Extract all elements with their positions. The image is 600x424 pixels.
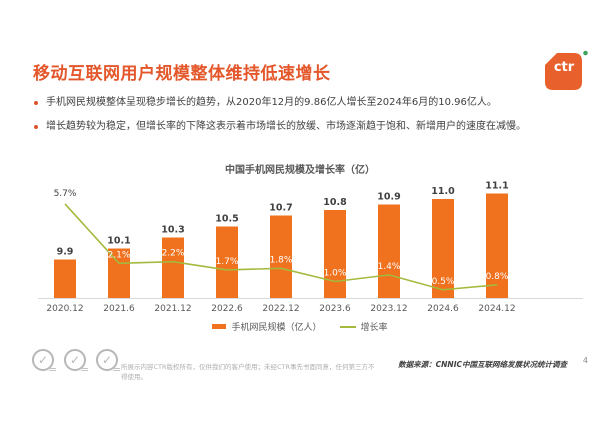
bullet-list: 手机网民规模整体呈现稳步增长的趋势，从2020年12月的9.86亿人增长至202… <box>33 96 578 144</box>
legend-line-swatch-icon <box>339 325 356 328</box>
logo-green-dot-icon <box>583 50 588 56</box>
growth-rate-label: 0.8% <box>486 272 509 282</box>
page-title: 移动互联网用户规模整体维持低速增长 <box>33 64 331 84</box>
ctr-logo-shape <box>545 50 588 90</box>
bar-2023.12 <box>378 204 400 298</box>
bar-value-label: 11.1 <box>485 181 508 192</box>
bar-value-label: 11.0 <box>431 186 455 197</box>
x-axis-label: 2021.6 <box>103 304 135 314</box>
data-source: 数据来源：CNNIC中国互联网络发展状况统计调查 <box>398 360 567 369</box>
bar-line-chart: 9.9 2020.12 10.1 2021.6 10.3 2021.12 10.5 2022.… <box>38 181 583 314</box>
bullet-item: 手机网民规模整体呈现稳步增长的趋势，从2020年12月的9.86亿人增长至202… <box>33 96 578 109</box>
x-axis-label: 2024.6 <box>427 304 459 314</box>
legend-item-line: 增长率 <box>339 320 388 333</box>
certification-stamp-icon: ✓ <box>32 349 56 372</box>
bar-value-label: 10.7 <box>269 203 292 214</box>
bar-2024.12 <box>486 193 508 298</box>
x-axis-label: 2021.12 <box>154 304 191 314</box>
page-number: 4 <box>582 356 588 365</box>
legend-bar-swatch-icon <box>212 324 227 329</box>
growth-rate-label: 0.5% <box>432 277 455 287</box>
chart-legend: 手机网民规模（亿人） 增长率 <box>0 320 600 333</box>
legend-line-label: 增长率 <box>360 323 388 333</box>
growth-rate-label: 1.8% <box>270 255 293 265</box>
bar-2022.12 <box>270 215 292 298</box>
growth-rate-label: 1.7% <box>216 257 239 267</box>
x-axis-label: 2024.12 <box>478 304 515 314</box>
bar-value-label: 10.9 <box>377 192 400 203</box>
legend-item-bar: 手机网民规模（亿人） <box>212 320 322 333</box>
bar-2023.6 <box>324 210 346 298</box>
ctr-logo-text: ctr <box>553 60 575 75</box>
bar-value-label: 9.9 <box>57 247 74 258</box>
ctr-logo: ctr <box>545 50 589 90</box>
growth-rate-label: 5.7% <box>54 189 77 199</box>
certification-stamp-icon: ✓ <box>96 349 120 372</box>
bar-value-label: 10.3 <box>161 225 184 236</box>
growth-rate-line <box>64 203 498 291</box>
bar-2024.6 <box>432 199 454 298</box>
copyright-disclaimer: 所展示内容CTR版权所有，仅供我们的客户使用；未经CTR事先书面同意，任何第三方… <box>121 363 375 381</box>
chart-title: 中国手机网民规模及增长率（亿） <box>225 165 375 176</box>
growth-rate-label: 1.4% <box>378 262 401 272</box>
bullet-item: 增长趋势较为稳定，但增长率的下降这表示着市场增长的放缓、市场逐渐趋于饱和、新增用… <box>33 120 578 133</box>
growth-rate-label: 2.2% <box>162 249 185 259</box>
bar-value-label: 10.1 <box>107 236 130 247</box>
certification-stamps: ✓ ✓ ✓ <box>32 349 120 372</box>
bar-2022.6 <box>216 226 238 298</box>
certification-stamp-icon: ✓ <box>64 349 88 372</box>
bar-value-label: 10.5 <box>215 214 238 225</box>
x-axis-label: 2022.6 <box>211 304 243 314</box>
legend-bar-label: 手机网民规模（亿人） <box>231 323 322 333</box>
x-axis-label: 2022.12 <box>262 304 299 314</box>
growth-rate-label: 1.0% <box>324 269 347 279</box>
bar-2020.12 <box>54 259 76 298</box>
x-axis-label: 2020.12 <box>46 304 83 314</box>
bar-2021.12 <box>162 237 184 298</box>
x-axis-label: 2023.6 <box>319 304 351 314</box>
x-axis-label: 2023.12 <box>370 304 407 314</box>
bar-2021.6 <box>108 248 130 298</box>
growth-rate-label: 2.1% <box>108 250 131 260</box>
bar-value-label: 10.8 <box>323 197 347 208</box>
